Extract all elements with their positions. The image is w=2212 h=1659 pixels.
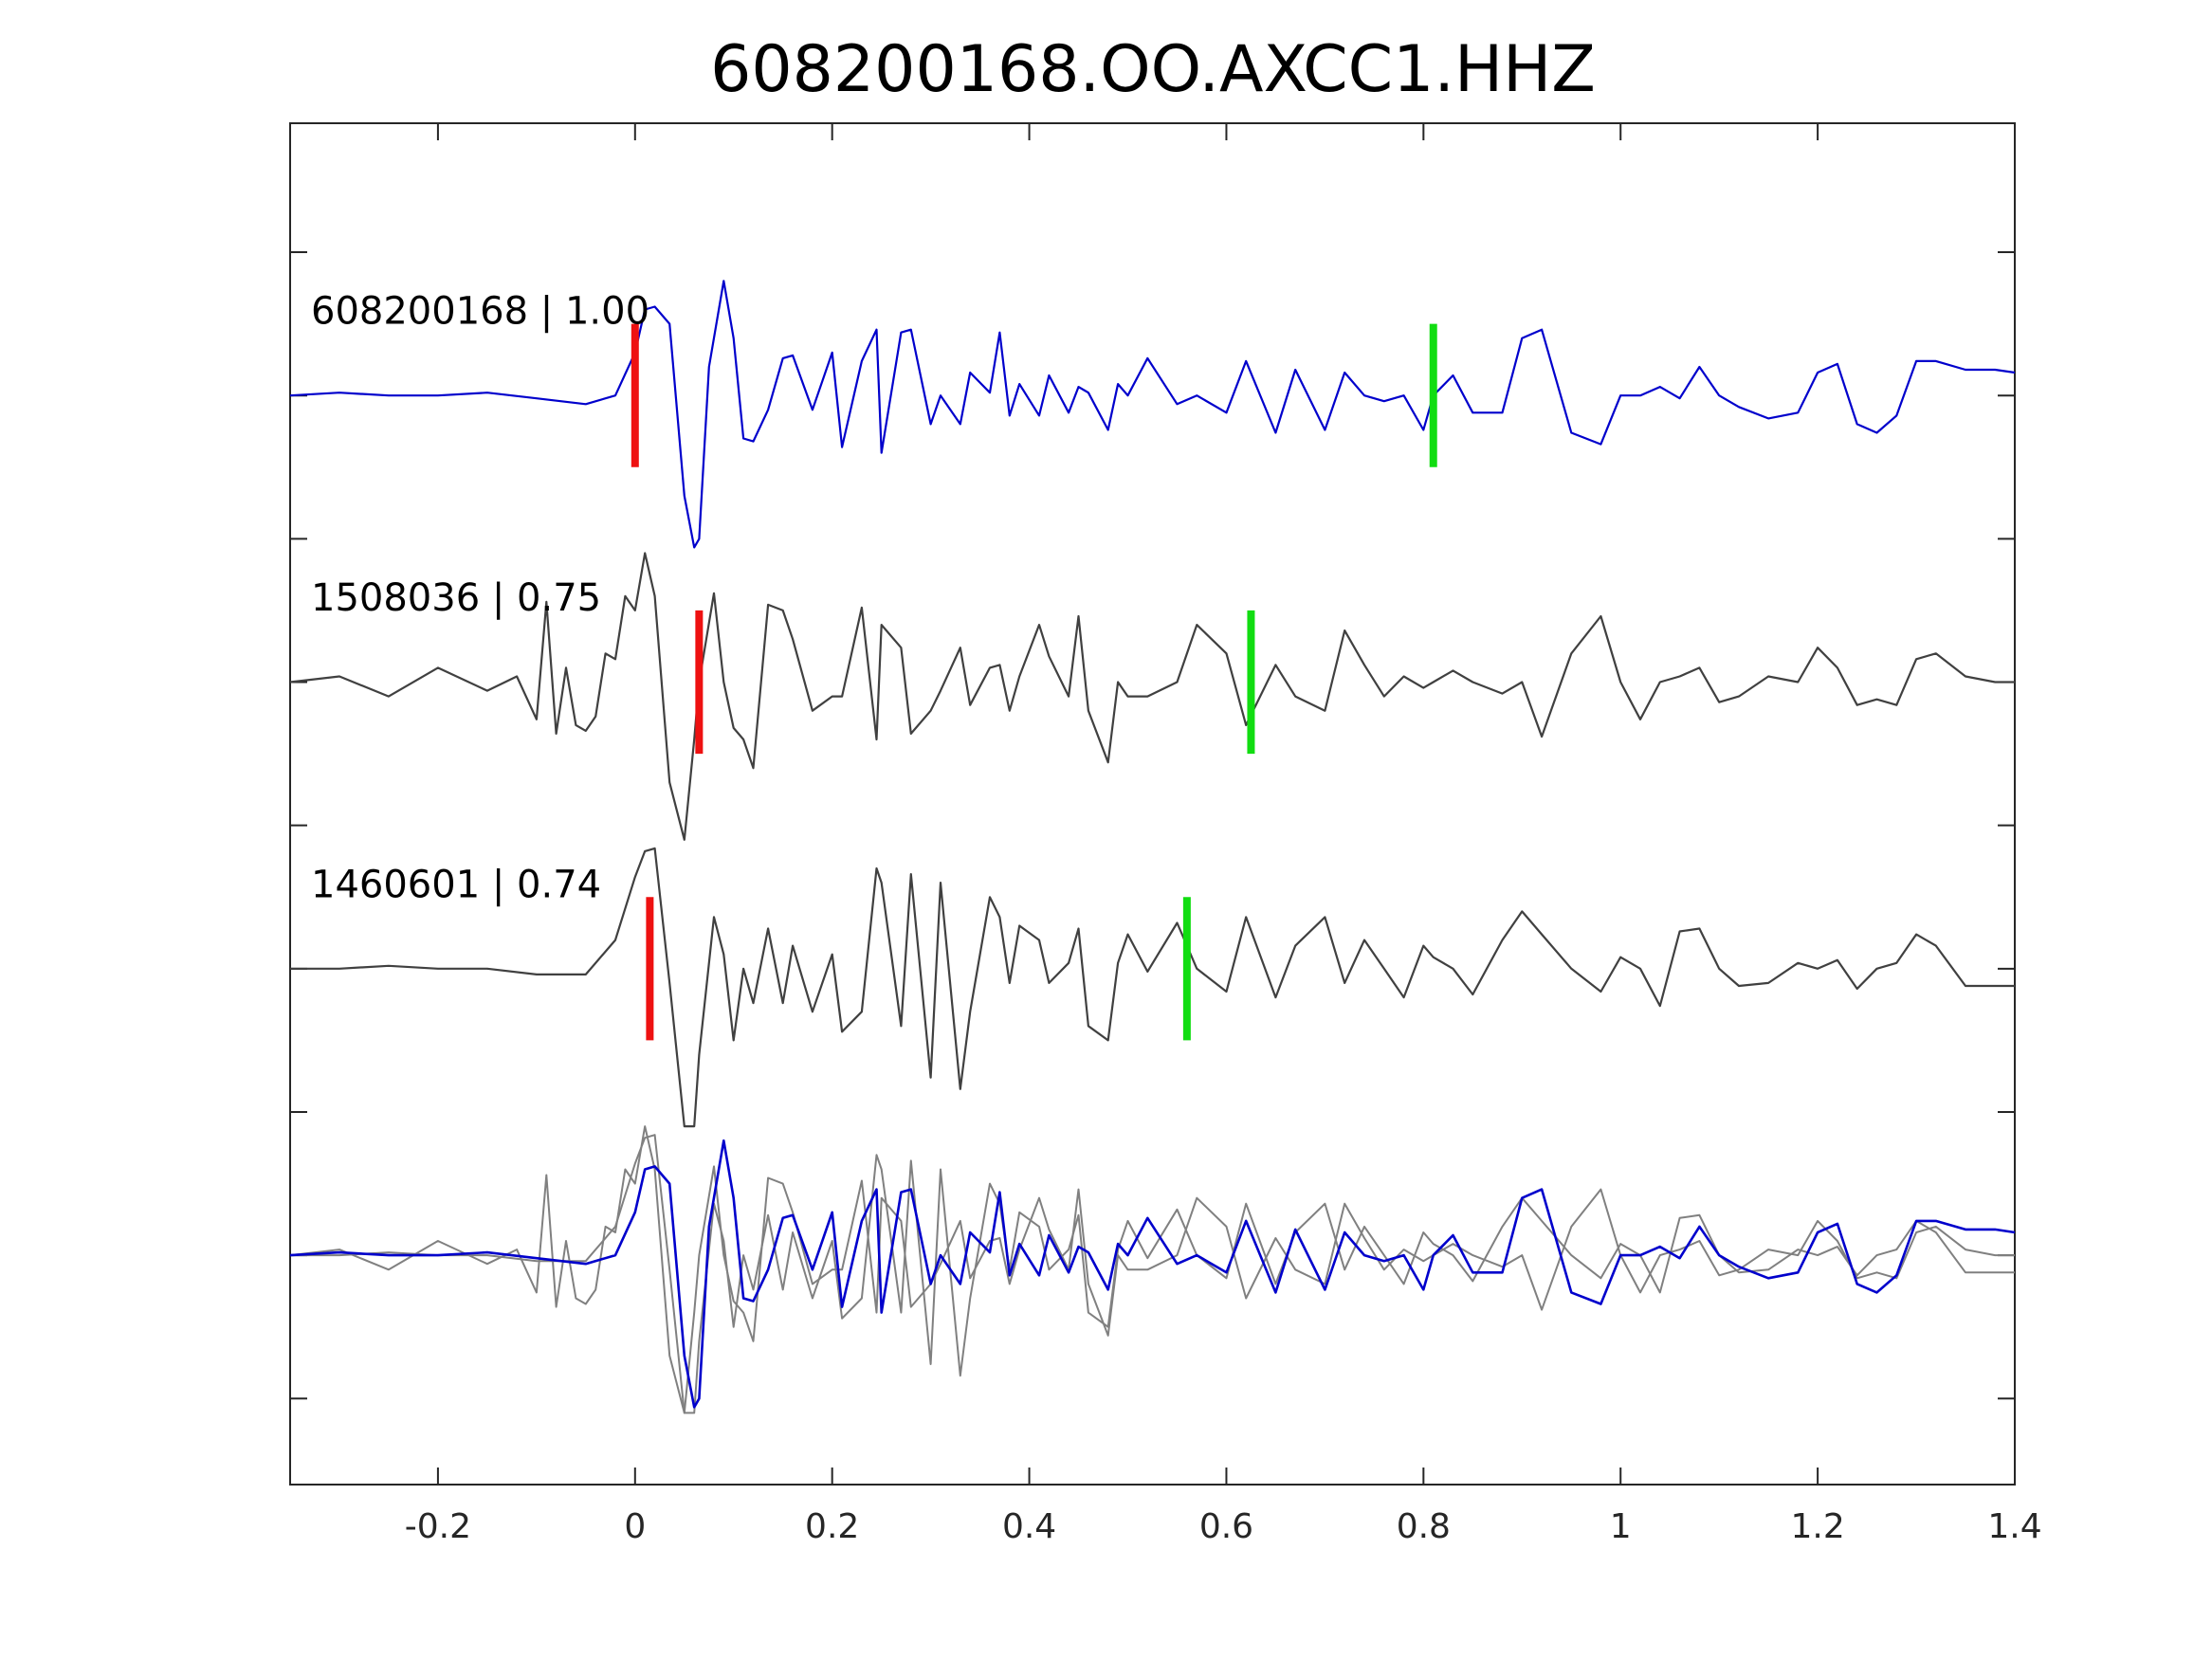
trace-label: 1460601 | 0.74 [311,863,601,906]
x-tick-label: 1.2 [1790,1507,1844,1546]
axes-box [289,122,2016,1486]
waveform-trace [289,280,2016,549]
x-tick-label: 0.2 [805,1507,859,1546]
trace-label: 1508036 | 0.75 [311,576,601,620]
x-tick-label: -0.2 [405,1507,471,1546]
x-tick-label: 0.6 [1199,1507,1253,1546]
overlay-trace [289,1125,2015,1414]
plot-area: -0.2 0 0.2 0.4 0.6 0.8 1 1.2 1.4 608200168 | 1.00… [289,122,2042,1546]
x-tick-label: 0 [624,1507,646,1546]
x-tick-label: 1.4 [1987,1507,2041,1546]
overlay-master-trace [289,1139,2016,1409]
x-tick-label: 0.8 [1397,1507,1451,1546]
waveform-trace [290,847,2015,1128]
chart-title: 608200168.OO.AXCC1.HHZ [710,32,1596,107]
x-tick-label: 1 [1610,1507,1632,1546]
trace-label: 608200168 | 1.00 [311,290,649,334]
waveform-trace [289,552,2015,841]
x-tick-label: 0.4 [1002,1507,1056,1546]
